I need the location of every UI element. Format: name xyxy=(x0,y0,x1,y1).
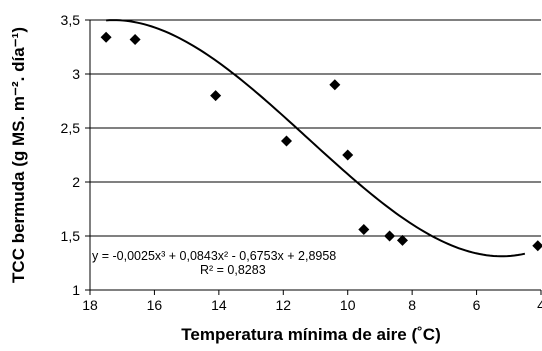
y-tick-label: 2,5 xyxy=(61,120,81,136)
trendline-curve xyxy=(106,19,526,258)
trendline-equation: y = -0,0025x³ + 0,0843x² - 0,6753x + 2,8… xyxy=(92,249,336,263)
y-tick-label: 1 xyxy=(72,282,80,298)
gridlines xyxy=(90,19,541,237)
y-tick-label: 3 xyxy=(72,66,80,82)
x-tick-label: 4 xyxy=(537,297,542,313)
data-points xyxy=(100,31,542,252)
x-tick-label: 16 xyxy=(147,297,163,313)
trendline-r2: R² = 0,8283 xyxy=(200,263,266,277)
data-point-marker xyxy=(210,90,222,102)
data-point-marker xyxy=(342,149,354,161)
data-point-marker xyxy=(281,135,293,147)
data-point-marker xyxy=(396,234,408,246)
axes xyxy=(85,19,542,295)
x-tick-label: 8 xyxy=(408,297,416,313)
data-point-marker xyxy=(329,79,341,91)
x-tick-label: 12 xyxy=(275,297,291,313)
data-point-marker xyxy=(532,240,542,252)
y-tick-label: 2 xyxy=(72,174,80,190)
y-axis-title: TCC bermuda (g MS. m⁻². día⁻¹) xyxy=(9,27,28,283)
x-tick-label: 10 xyxy=(340,297,356,313)
data-point-marker xyxy=(384,230,396,242)
x-tick-label: 18 xyxy=(82,297,98,313)
y-tick-label: 3,5 xyxy=(61,12,81,28)
tick-labels: 1 1,5 2 2,5 3 3,5 18 16 14 12 10 8 6 4 xyxy=(61,12,542,313)
x-axis-title: Temperatura mínima de aire (˚C) xyxy=(181,325,440,344)
x-tick-label: 14 xyxy=(211,297,227,313)
data-point-marker xyxy=(129,33,141,45)
x-tick-label: 6 xyxy=(473,297,481,313)
trendline xyxy=(106,19,526,258)
y-tick-label: 1,5 xyxy=(61,228,81,244)
data-point-marker xyxy=(358,224,370,236)
data-point-marker xyxy=(100,31,112,43)
